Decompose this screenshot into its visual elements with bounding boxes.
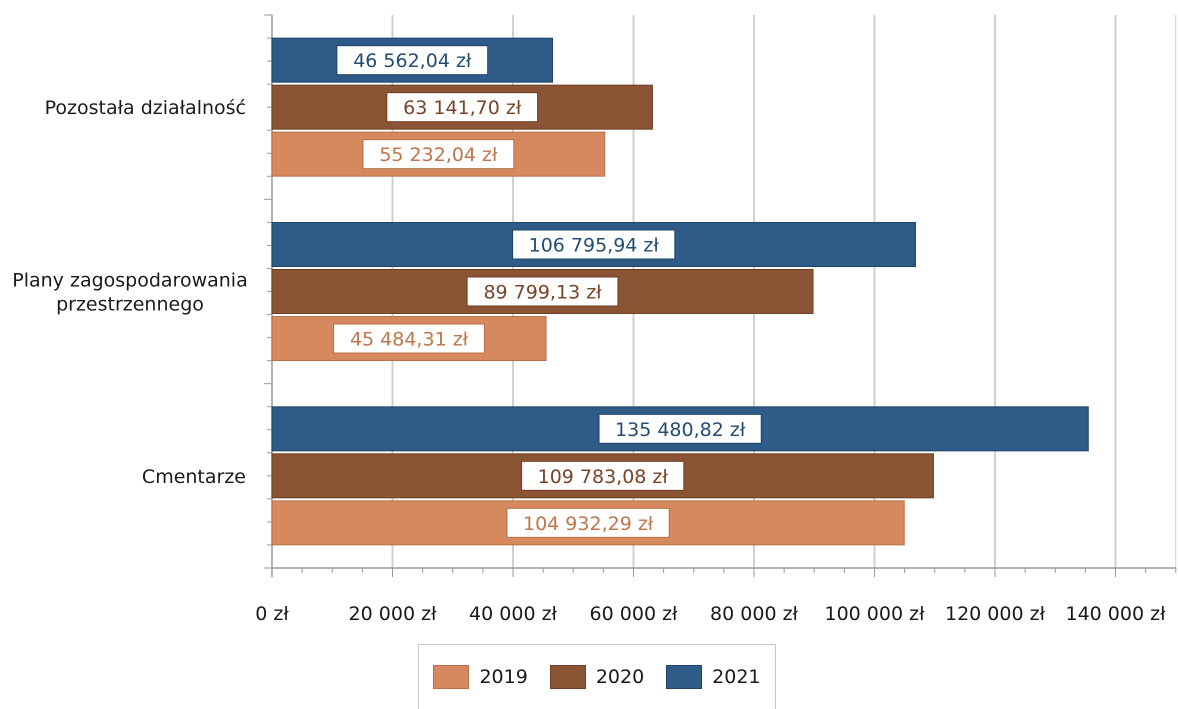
legend: 2019 2020 2021 <box>418 644 776 709</box>
legend-label-2020: 2020 <box>595 666 645 688</box>
legend-swatch-2021 <box>666 665 703 689</box>
x-tick-label: 40 000 zł <box>469 603 557 625</box>
data-label-2019: 55 232,04 zł <box>379 144 498 166</box>
category-label: Cmentarze <box>142 466 246 488</box>
legend-swatch-2019 <box>433 665 470 689</box>
bar-chart: 0 zł 20 000 zł 40 000 zł 60 000 zł 80 000 zł… <box>12 14 1177 625</box>
legend-swatch-2020 <box>549 665 586 689</box>
data-label-box-2019 <box>333 323 485 354</box>
category-label: Pozostała działalność <box>45 97 246 119</box>
category-label: Plany zagospodarowania <box>12 270 247 292</box>
data-label-box-2021 <box>512 229 676 260</box>
x-tick-label: 120 000 zł <box>945 603 1046 625</box>
data-label-2020: 109 783,08 zł <box>538 466 669 488</box>
data-label-2020: 89 799,13 zł <box>483 282 602 304</box>
category-label: przestrzennego <box>56 294 204 316</box>
legend-item-2019: 2019 <box>433 665 528 689</box>
legend-item-2020: 2020 <box>549 665 645 689</box>
x-tick-label: 0 zł <box>255 603 289 625</box>
x-tick-label: 140 000 zł <box>1066 603 1167 625</box>
data-label-2019: 104 932,29 zł <box>523 513 654 535</box>
legend-item-2021: 2021 <box>666 665 761 689</box>
x-tick-label: 60 000 zł <box>590 603 678 625</box>
data-label-2021: 106 795,94 zł <box>529 235 660 257</box>
data-label-box-2020 <box>521 460 685 491</box>
data-label-box-2020 <box>466 276 619 307</box>
data-label-box-2021 <box>598 413 762 444</box>
data-label-2021: 46 562,04 zł <box>353 50 472 72</box>
data-label-2020: 63 141,70 zł <box>403 97 522 119</box>
data-label-2021: 135 480,82 zł <box>615 419 746 441</box>
legend-label-2019: 2019 <box>479 666 528 688</box>
x-tick-label: 20 000 zł <box>349 603 437 625</box>
data-label-box-2019 <box>506 507 670 538</box>
x-tick-label: 100 000 zł <box>825 603 926 625</box>
data-label-2019: 45 484,31 zł <box>350 329 469 351</box>
data-label-box-2019 <box>362 139 515 170</box>
legend-label-2021: 2021 <box>712 666 761 688</box>
x-tick-label: 80 000 zł <box>710 603 798 625</box>
data-label-box-2021 <box>336 45 489 76</box>
data-label-box-2020 <box>386 92 539 123</box>
